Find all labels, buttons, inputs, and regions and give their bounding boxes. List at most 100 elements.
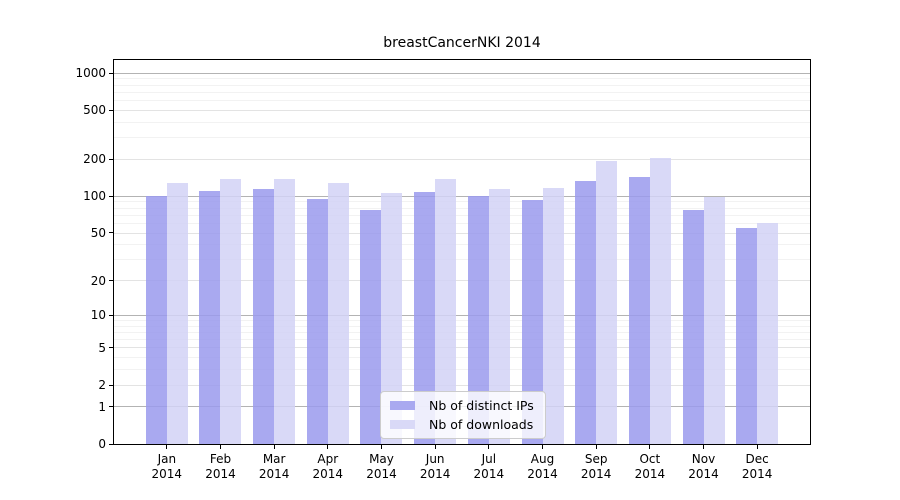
grid-line-major [114,109,810,111]
y-tick-mark [109,109,113,111]
y-tick-label: 500 [83,103,106,118]
y-tick-mark [109,232,113,234]
x-tick-mark [756,445,758,449]
y-tick-mark [109,406,113,408]
x-tick-mark [595,445,597,449]
x-tick-label-jul: Jul 2014 [473,452,505,481]
bar-nb-of-downloads-nov [703,196,725,444]
grid-line-minor [114,331,810,333]
x-tick-mark [327,445,329,449]
bar-nb-of-distinct-ips-may [360,210,382,444]
legend-swatch-downloads [390,420,415,429]
bar-nb-of-distinct-ips-jun [414,192,436,444]
x-tick-mark [649,445,651,449]
y-tick-mark [109,347,113,349]
bar-nb-of-distinct-ips-feb [199,191,221,444]
bar-nb-of-downloads-jul [488,188,510,444]
grid-line-major [114,314,810,316]
grid-line-minor [114,319,810,321]
bar-nb-of-downloads-oct [649,157,671,444]
bar-nb-of-downloads-jan [166,182,188,444]
x-tick-label-jun: Jun 2014 [419,452,451,481]
legend-item-distinct-ips: Nb of distinct IPs [390,398,534,413]
grid-line-major [114,347,810,349]
x-tick-label-sep: Sep 2014 [580,452,612,481]
grid-line-minor [114,78,810,80]
bar-nb-of-distinct-ips-apr [306,199,328,444]
y-tick-label: 20 [90,273,106,288]
bar-nb-of-downloads-jun [435,178,457,444]
y-tick-mark [109,280,113,282]
grid-line-minor [114,357,810,359]
y-tick-mark [109,443,113,445]
grid-line-minor [114,207,810,209]
grid-line-minor [114,84,810,86]
x-tick-mark [542,445,543,449]
bar-nb-of-distinct-ips-nov [682,210,704,444]
x-tick-label-nov: Nov 2014 [688,452,719,481]
bars-layer [114,60,810,444]
bar-nb-of-downloads-feb [220,178,242,444]
x-tick-label-may: May 2014 [366,452,397,481]
y-tick-mark [109,195,113,197]
y-tick-label: 50 [90,225,106,240]
grid-line-major [114,280,810,282]
grid-line-minor [114,91,810,93]
legend: Nb of distinct IPs Nb of downloads [380,391,546,439]
x-tick-mark [434,445,436,449]
bar-nb-of-downloads-dec [757,222,779,444]
legend-label-distinct-ips: Nb of distinct IPs [429,398,534,413]
grid-line-major [114,195,810,197]
y-tick-label: 1 [98,399,106,414]
grid-line-minor [114,369,810,371]
grid-line-minor [114,121,810,123]
x-tick-mark [380,445,382,449]
x-tick-mark [219,445,221,449]
y-tick-label: 1000 [75,66,106,81]
bar-nb-of-downloads-mar [274,178,296,444]
bar-nb-of-distinct-ips-mar [253,189,275,444]
y-tick-label: 0 [98,437,106,451]
chart-title: breastCancerNKI 2014 [383,35,541,51]
bar-nb-of-distinct-ips-jul [467,196,489,444]
y-tick-label: 10 [90,308,106,323]
x-tick-label-feb: Feb 2014 [205,452,236,481]
x-tick-mark [273,445,275,449]
grid-line-minor [114,214,810,216]
x-tick-label-jan: Jan 2014 [151,452,183,481]
grid-line-major [114,232,810,234]
legend-swatch-distinct-ips [390,401,415,410]
bar-nb-of-distinct-ips-jan [145,196,167,444]
x-tick-label-oct: Oct 2014 [634,452,666,481]
grid-line-minor [114,325,810,327]
grid-line-major [114,158,810,160]
bar-nb-of-downloads-aug [542,188,564,444]
bar-nb-of-downloads-apr [327,183,349,444]
bar-nb-of-distinct-ips-dec [736,228,758,444]
grid-line-minor [114,201,810,203]
grid-line-minor [114,244,810,246]
y-tick-mark [109,384,113,386]
x-tick-mark [166,445,168,449]
x-tick-label-aug: Aug 2014 [527,452,558,481]
y-tick-label: 5 [98,340,106,355]
y-tick-mark [109,158,113,160]
y-tick-mark [109,314,113,316]
y-tick-label: 200 [83,152,106,167]
grid-line-minor [114,100,810,102]
bar-nb-of-downloads-may [381,193,403,444]
grid-line-minor [114,137,810,139]
bar-nb-of-distinct-ips-oct [628,176,650,444]
y-tick-mark [109,72,113,74]
bar-nb-of-distinct-ips-sep [575,180,597,444]
x-tick-label-dec: Dec 2014 [741,452,773,481]
x-tick-label-apr: Apr 2014 [312,452,344,481]
grid-line-minor [114,339,810,341]
bar-nb-of-distinct-ips-aug [521,199,543,444]
grid-line-minor [114,259,810,261]
grid-line-major [114,384,810,386]
grid-line-minor [114,222,810,224]
x-tick-label-mar: Mar 2014 [258,452,290,481]
x-tick-mark [488,445,490,449]
